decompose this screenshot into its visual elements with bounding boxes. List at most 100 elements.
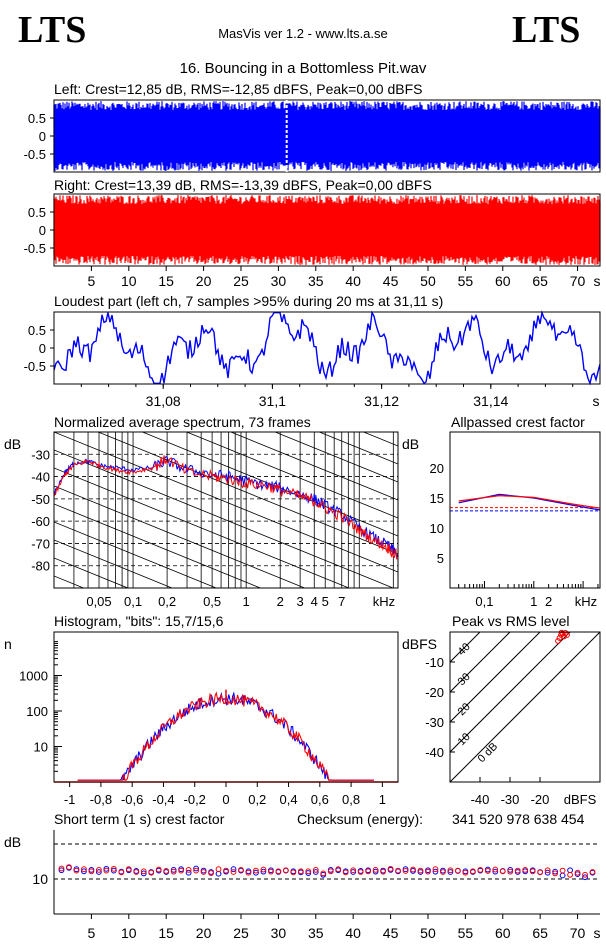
- allpassed-crest-ytick-label: 15: [430, 491, 444, 506]
- short-term-crest-point: [387, 865, 394, 872]
- right-waveform-xtick-label: 65: [532, 273, 548, 289]
- peak-vs-rms-diagonal: [450, 632, 481, 663]
- short-term-crest-point: [103, 867, 110, 874]
- short-term-crest-point: [350, 869, 357, 875]
- spectrum-xtick-label: 0,5: [203, 594, 221, 609]
- allpassed-crest-xunit: kHz: [575, 594, 597, 609]
- spectrum-ytick-label: -80: [31, 559, 50, 574]
- short-term-crest-point: [372, 868, 379, 875]
- loudest-part-title: Loudest part (left ch, 7 samples >95% du…: [54, 293, 444, 309]
- short-term-crest-point: [178, 867, 185, 874]
- spectrum-ytick-label: -40: [31, 470, 50, 485]
- peak-vs-rms-xunit: dBFS: [564, 792, 597, 807]
- short-term-crest-point: [522, 867, 529, 873]
- histogram-xtick-label: -0,8: [90, 792, 112, 807]
- short-term-crest-point: [140, 868, 147, 875]
- right-waveform-signal: [53, 195, 601, 265]
- peak-vs-rms-diag-label: 10: [456, 731, 473, 748]
- short-term-crest-point: [484, 868, 491, 874]
- loudest-part-xtick-label: 31,12: [364, 393, 399, 409]
- short-term-crest-point: [66, 864, 72, 870]
- histogram-xtick-label: -0,6: [121, 792, 143, 807]
- histogram-ytick-label: 100: [26, 704, 48, 719]
- short-term-crest-point: [110, 867, 117, 874]
- short-term-crest-point: [544, 867, 551, 874]
- short-term-crest-point: [432, 868, 439, 875]
- short-term-crest-point: [223, 867, 229, 874]
- spectrum-xunit: kHz: [373, 594, 395, 609]
- short-term-crest-xtick-label: 30: [271, 925, 287, 941]
- peak-vs-rms-diag-label: 0 dB: [476, 741, 500, 765]
- short-term-crest-point: [140, 870, 147, 877]
- short-term-crest-point: [260, 866, 267, 873]
- short-term-crest-xtick-label: 65: [532, 925, 548, 941]
- right-waveform-xtick-label: s: [594, 273, 601, 289]
- peak-vs-rms-xtick-label: -40: [471, 792, 490, 807]
- spectrum-ytick-label: -30: [31, 447, 50, 462]
- short-term-crest-point: [447, 867, 454, 874]
- short-term-crest-point: [335, 866, 342, 873]
- left-waveform-ytick-label: 0: [39, 129, 46, 144]
- spectrum-slope-line: [54, 539, 174, 588]
- histogram-xtick-label: -0,2: [184, 792, 206, 807]
- short-term-crest-point: [312, 867, 319, 873]
- spectrum-xtick-label: 0,05: [86, 594, 111, 609]
- checksum-label: Checksum (energy):: [297, 811, 424, 827]
- short-term-crest-point: [110, 865, 117, 872]
- short-term-crest-point: [402, 868, 409, 874]
- histogram-frame: [53, 631, 399, 783]
- left-waveform-title: Left: Crest=12,85 dB, RMS=-12,85 dBFS, P…: [54, 81, 423, 97]
- peak-vs-rms-diag-label: 20: [456, 701, 473, 718]
- right-waveform-xtick-label: 40: [345, 273, 361, 289]
- short-term-crest-point: [58, 867, 65, 874]
- loudest-part-ytick-label: 0.5: [28, 323, 46, 338]
- checksum-value: 341 520 978 638 454: [452, 811, 585, 827]
- right-waveform-xtick-label: 50: [420, 273, 436, 289]
- spectrum-slope-line: [54, 288, 398, 428]
- spectrum-slope-line: [97, 432, 398, 555]
- short-term-crest-xtick-label: 15: [158, 925, 174, 941]
- right-waveform-title: Right: Crest=13,39 dB, RMS=-13,39 dBFS, …: [54, 177, 432, 193]
- allpassed-crest-xtick-label: 2: [545, 594, 552, 609]
- loudest-part-xtick-label: s: [593, 393, 600, 409]
- right-waveform-xtick-label: 10: [121, 273, 137, 289]
- allpassed-crest-ytick-label: 20: [430, 461, 444, 476]
- spectrum-xtick-label: 1: [243, 594, 250, 609]
- short-term-crest-point: [582, 871, 588, 878]
- short-term-crest-point: [320, 870, 327, 877]
- short-term-crest-point: [499, 868, 506, 875]
- peak-vs-rms-ytick-label: -40: [425, 745, 444, 760]
- short-term-crest-point: [200, 869, 207, 875]
- app-title: MasVis ver 1.2 - www.lts.a.se: [218, 26, 388, 41]
- histogram-series-0: [77, 691, 374, 781]
- short-term-crest-title: Short term (1 s) crest factor: [54, 811, 225, 827]
- spectrum-slope-line: [185, 432, 398, 519]
- right-waveform-xtick-label: 15: [158, 273, 174, 289]
- short-term-crest-xtick-label: 40: [345, 925, 361, 941]
- loudest-part-signal: [53, 310, 601, 386]
- spectrum-xtick-label: 0,2: [158, 594, 176, 609]
- peak-vs-rms-diagonal: [450, 632, 541, 723]
- short-term-crest-xtick-label: 55: [458, 925, 474, 941]
- spectrum-slope-line: [54, 467, 350, 588]
- short-term-crest-point: [327, 868, 334, 875]
- spectrum-ytick-label: -60: [31, 514, 50, 529]
- short-term-crest-point: [88, 868, 95, 875]
- right-waveform-xtick-label: 30: [271, 273, 287, 289]
- spectrum-slope-line: [54, 449, 395, 588]
- spectrum-slope-line: [54, 485, 306, 588]
- peak-vs-rms-xtick-label: -30: [501, 792, 520, 807]
- short-term-crest-xtick-label: s: [594, 925, 601, 941]
- short-term-crest-point: [163, 868, 170, 874]
- short-term-crest-point: [529, 868, 536, 875]
- short-term-crest-point: [81, 868, 87, 875]
- short-term-crest-point: [58, 865, 65, 872]
- short-term-crest-point: [462, 869, 469, 876]
- peak-vs-rms-point: [558, 629, 565, 636]
- peak-vs-rms-frame: [449, 631, 601, 783]
- allpassed-crest-title: Allpassed crest factor: [451, 414, 585, 430]
- short-term-crest-point: [469, 868, 476, 875]
- right-waveform-xtick-label: 5: [87, 273, 95, 289]
- short-term-crest-point: [582, 874, 588, 881]
- short-term-crest-point: [148, 869, 155, 876]
